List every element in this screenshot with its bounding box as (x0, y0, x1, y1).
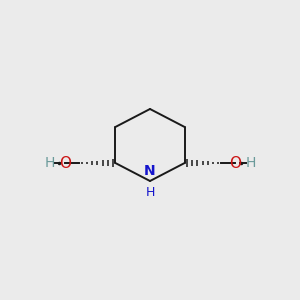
Text: O: O (59, 155, 71, 170)
Text: H: H (44, 156, 55, 170)
Text: H: H (145, 186, 155, 199)
Text: O: O (229, 155, 241, 170)
Text: H: H (245, 156, 256, 170)
Text: N: N (144, 164, 156, 178)
